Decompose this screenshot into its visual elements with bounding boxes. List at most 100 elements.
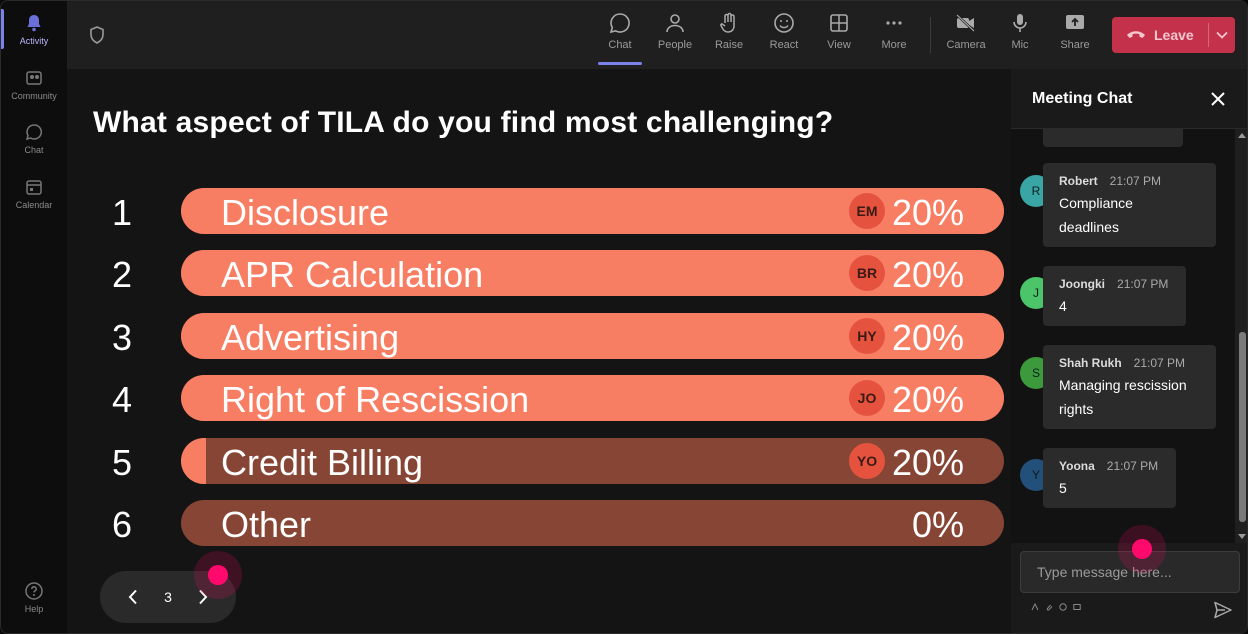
option-label: Right of Rescission xyxy=(221,379,530,420)
toolbar-label: Mic xyxy=(1011,39,1029,51)
toolbar-label: React xyxy=(769,39,799,51)
toolbar-view-button[interactable]: View xyxy=(811,11,867,51)
voter-avatar: EM xyxy=(849,193,885,229)
message-line: 4 xyxy=(1059,298,1067,314)
leave-label: Leave xyxy=(1154,27,1194,43)
poll-option[interactable]: 1 Disclosure EM 20% xyxy=(67,188,1011,236)
poll-option[interactable]: 5 Credit Billing YO 20% xyxy=(67,438,1011,486)
option-bar[interactable]: Credit Billing YO 20% xyxy=(181,438,1004,484)
toolbar-label: View xyxy=(827,39,851,51)
help-icon xyxy=(25,582,43,600)
poll-option[interactable]: 4 Right of Rescission JO 20% xyxy=(67,375,1011,423)
chevron-right-icon xyxy=(199,589,208,605)
message-time: 21:07 PM xyxy=(1117,277,1169,291)
format-icon[interactable] xyxy=(1031,603,1039,611)
community-icon xyxy=(26,71,42,85)
prev-page-button[interactable] xyxy=(123,587,143,607)
sender-name: Yoona xyxy=(1059,459,1095,473)
option-number: 4 xyxy=(111,379,133,420)
toolbar-label: Share xyxy=(1060,39,1090,51)
option-number: 5 xyxy=(111,442,133,483)
message-text: Compliance deadlines xyxy=(1059,191,1200,239)
click-indicator xyxy=(208,565,228,585)
close-icon[interactable] xyxy=(1209,90,1227,108)
attach-icon[interactable] xyxy=(1045,603,1053,611)
toolbar-more-button[interactable]: More xyxy=(866,11,922,51)
avatar-initial: S xyxy=(1031,366,1040,380)
toolbar-label: People xyxy=(657,39,693,51)
avatar-initial: J xyxy=(1033,286,1039,300)
leave-button[interactable]: Leave xyxy=(1112,17,1235,53)
poll-option[interactable]: 6 Other 0% xyxy=(67,500,1011,548)
gif-icon[interactable] xyxy=(1073,603,1081,611)
option-label: APR Calculation xyxy=(221,254,484,295)
rail-active-indicator xyxy=(1,9,4,49)
grid-view-icon xyxy=(830,14,848,32)
toolbar-mic-button[interactable]: Mic xyxy=(992,11,1048,51)
rail-item-activity[interactable]: Activity xyxy=(1,13,67,46)
message-text: Managing rescission rights xyxy=(1059,373,1200,421)
rail-item-help[interactable]: Help xyxy=(1,581,67,614)
toolbar-people-button[interactable]: People xyxy=(647,11,703,51)
rail-item-community[interactable]: Community xyxy=(1,68,67,101)
message-line: 5 xyxy=(1059,480,1067,496)
message-time: 21:07 PM xyxy=(1106,459,1159,473)
message-line: deadlines xyxy=(1059,219,1119,235)
message-text: 5 xyxy=(1059,476,1160,500)
chat-messages[interactable]: R Robert 21:07 PM Compliance deadlines J J… xyxy=(1011,129,1235,543)
rail-item-chat[interactable]: Chat xyxy=(1,122,67,155)
avatar-initial: R xyxy=(1031,184,1041,198)
message-bubble: Robert 21:07 PM Compliance deadlines xyxy=(1043,163,1216,247)
toolbar-share-button[interactable]: Share xyxy=(1047,11,1103,51)
toolbar-chat-button[interactable]: Chat xyxy=(592,11,648,65)
poll-question: What aspect of TILA do you find most cha… xyxy=(93,106,834,139)
toolbar-camera-button[interactable]: Camera xyxy=(938,11,994,51)
chat-icon xyxy=(609,13,630,34)
scroll-down-arrow[interactable] xyxy=(1238,534,1246,539)
avatar-initial: Y xyxy=(1031,468,1040,482)
message-compose-box[interactable] xyxy=(1020,551,1240,593)
send-icon[interactable] xyxy=(1213,601,1233,619)
rail-label: Activity xyxy=(19,36,49,46)
camera-off-icon xyxy=(956,14,975,32)
message-input[interactable] xyxy=(1021,552,1239,592)
message-line: rights xyxy=(1059,401,1094,417)
option-bar[interactable]: Other 0% xyxy=(181,500,1004,546)
toolbar-raise-button[interactable]: Raise xyxy=(701,11,757,51)
toolbar-react-button[interactable]: React xyxy=(756,11,812,51)
option-bar[interactable]: Disclosure EM 20% xyxy=(181,188,1004,234)
option-bar[interactable]: APR Calculation BR 20% xyxy=(181,250,1004,296)
rail-item-calendar[interactable]: Calendar xyxy=(1,177,67,210)
scroll-up-arrow[interactable] xyxy=(1238,133,1246,138)
option-number: 6 xyxy=(111,504,133,545)
option-label: Advertising xyxy=(221,317,400,358)
option-percentage: 20% xyxy=(891,192,964,233)
rail-label: Community xyxy=(11,91,57,101)
message-bubble: Shah Rukh 21:07 PM Managing rescission rig… xyxy=(1043,345,1216,429)
emoji-icon[interactable] xyxy=(1059,603,1067,611)
shield-icon[interactable] xyxy=(87,25,107,45)
scroll-thumb[interactable] xyxy=(1239,332,1246,522)
leave-main[interactable]: Leave xyxy=(1112,27,1208,43)
voter-avatar: JO xyxy=(849,380,885,416)
chat-scrollbar[interactable] xyxy=(1235,129,1247,543)
option-percentage: 20% xyxy=(891,442,964,483)
toolbar-label: Camera xyxy=(946,39,986,51)
compose-toolbar xyxy=(1031,603,1081,611)
hang-up-icon xyxy=(1127,31,1145,38)
next-page-button[interactable] xyxy=(193,587,213,607)
chevron-down-icon xyxy=(1216,31,1228,39)
message-bubble: Joongki 21:07 PM 4 xyxy=(1043,266,1186,326)
poll-option[interactable]: 3 Advertising HY 20% xyxy=(67,313,1011,361)
microphone-icon xyxy=(1013,14,1027,32)
toolbar-label: Raise xyxy=(714,39,744,51)
leave-options-button[interactable] xyxy=(1209,31,1235,39)
poll-option[interactable]: 2 APR Calculation BR 20% xyxy=(67,250,1011,298)
option-bar[interactable]: Advertising HY 20% xyxy=(181,313,1004,359)
rail-label: Help xyxy=(24,604,44,614)
message-bubble: Yoona 21:07 PM 5 xyxy=(1043,448,1176,508)
option-number: 2 xyxy=(111,254,133,295)
option-bar[interactable]: Right of Rescission JO 20% xyxy=(181,375,1004,421)
people-icon xyxy=(666,14,684,33)
